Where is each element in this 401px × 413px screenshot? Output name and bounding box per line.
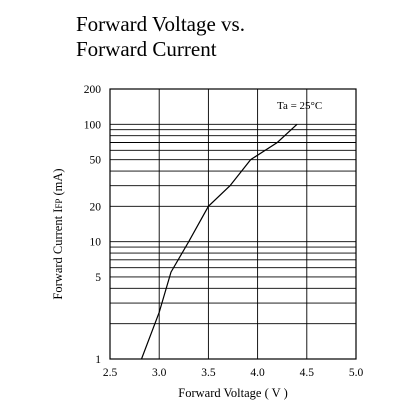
temperature-annotation: Ta = 25°C	[277, 100, 322, 112]
y-tick-label-1: 1	[95, 354, 101, 366]
y-axis-ticks: 1 5 10 20 50 100 200	[84, 84, 102, 366]
x-axis-ticks: 2.5 3.0 3.5 4.0 4.5 5.0	[103, 367, 364, 379]
x-tick-label-5.0: 5.0	[349, 367, 364, 379]
x-tick-label-4.5: 4.5	[300, 367, 315, 379]
series-line	[140, 123, 298, 360]
grid	[110, 89, 356, 359]
chart-title-line-2: Forward Current	[76, 37, 217, 61]
x-tick-label-4.0: 4.0	[250, 367, 265, 379]
y-tick-label-5: 5	[95, 272, 101, 284]
chart-title: Forward Voltage vs. Forward Current	[76, 12, 245, 62]
y-axis-label-main: Forward Current I	[51, 209, 65, 300]
y-tick-label-200: 200	[84, 84, 102, 96]
y-tick-label-50: 50	[90, 155, 102, 167]
y-axis-label-unit: (mA)	[51, 168, 65, 198]
x-tick-label-3.0: 3.0	[152, 367, 167, 379]
y-tick-label-10: 10	[90, 237, 102, 249]
y-tick-label-100: 100	[84, 119, 102, 131]
y-axis-label: Forward Current IFP (mA)	[51, 168, 65, 299]
chart-title-line-1: Forward Voltage vs.	[76, 12, 245, 36]
y-axis-label-subscript: FP	[54, 199, 64, 209]
x-tick-label-3.5: 3.5	[201, 367, 216, 379]
x-tick-label-2.5: 2.5	[103, 367, 118, 379]
y-tick-label-20: 20	[90, 201, 102, 213]
plot-frame	[109, 88, 357, 360]
x-axis-label: Forward Voltage ( V )	[178, 386, 288, 400]
